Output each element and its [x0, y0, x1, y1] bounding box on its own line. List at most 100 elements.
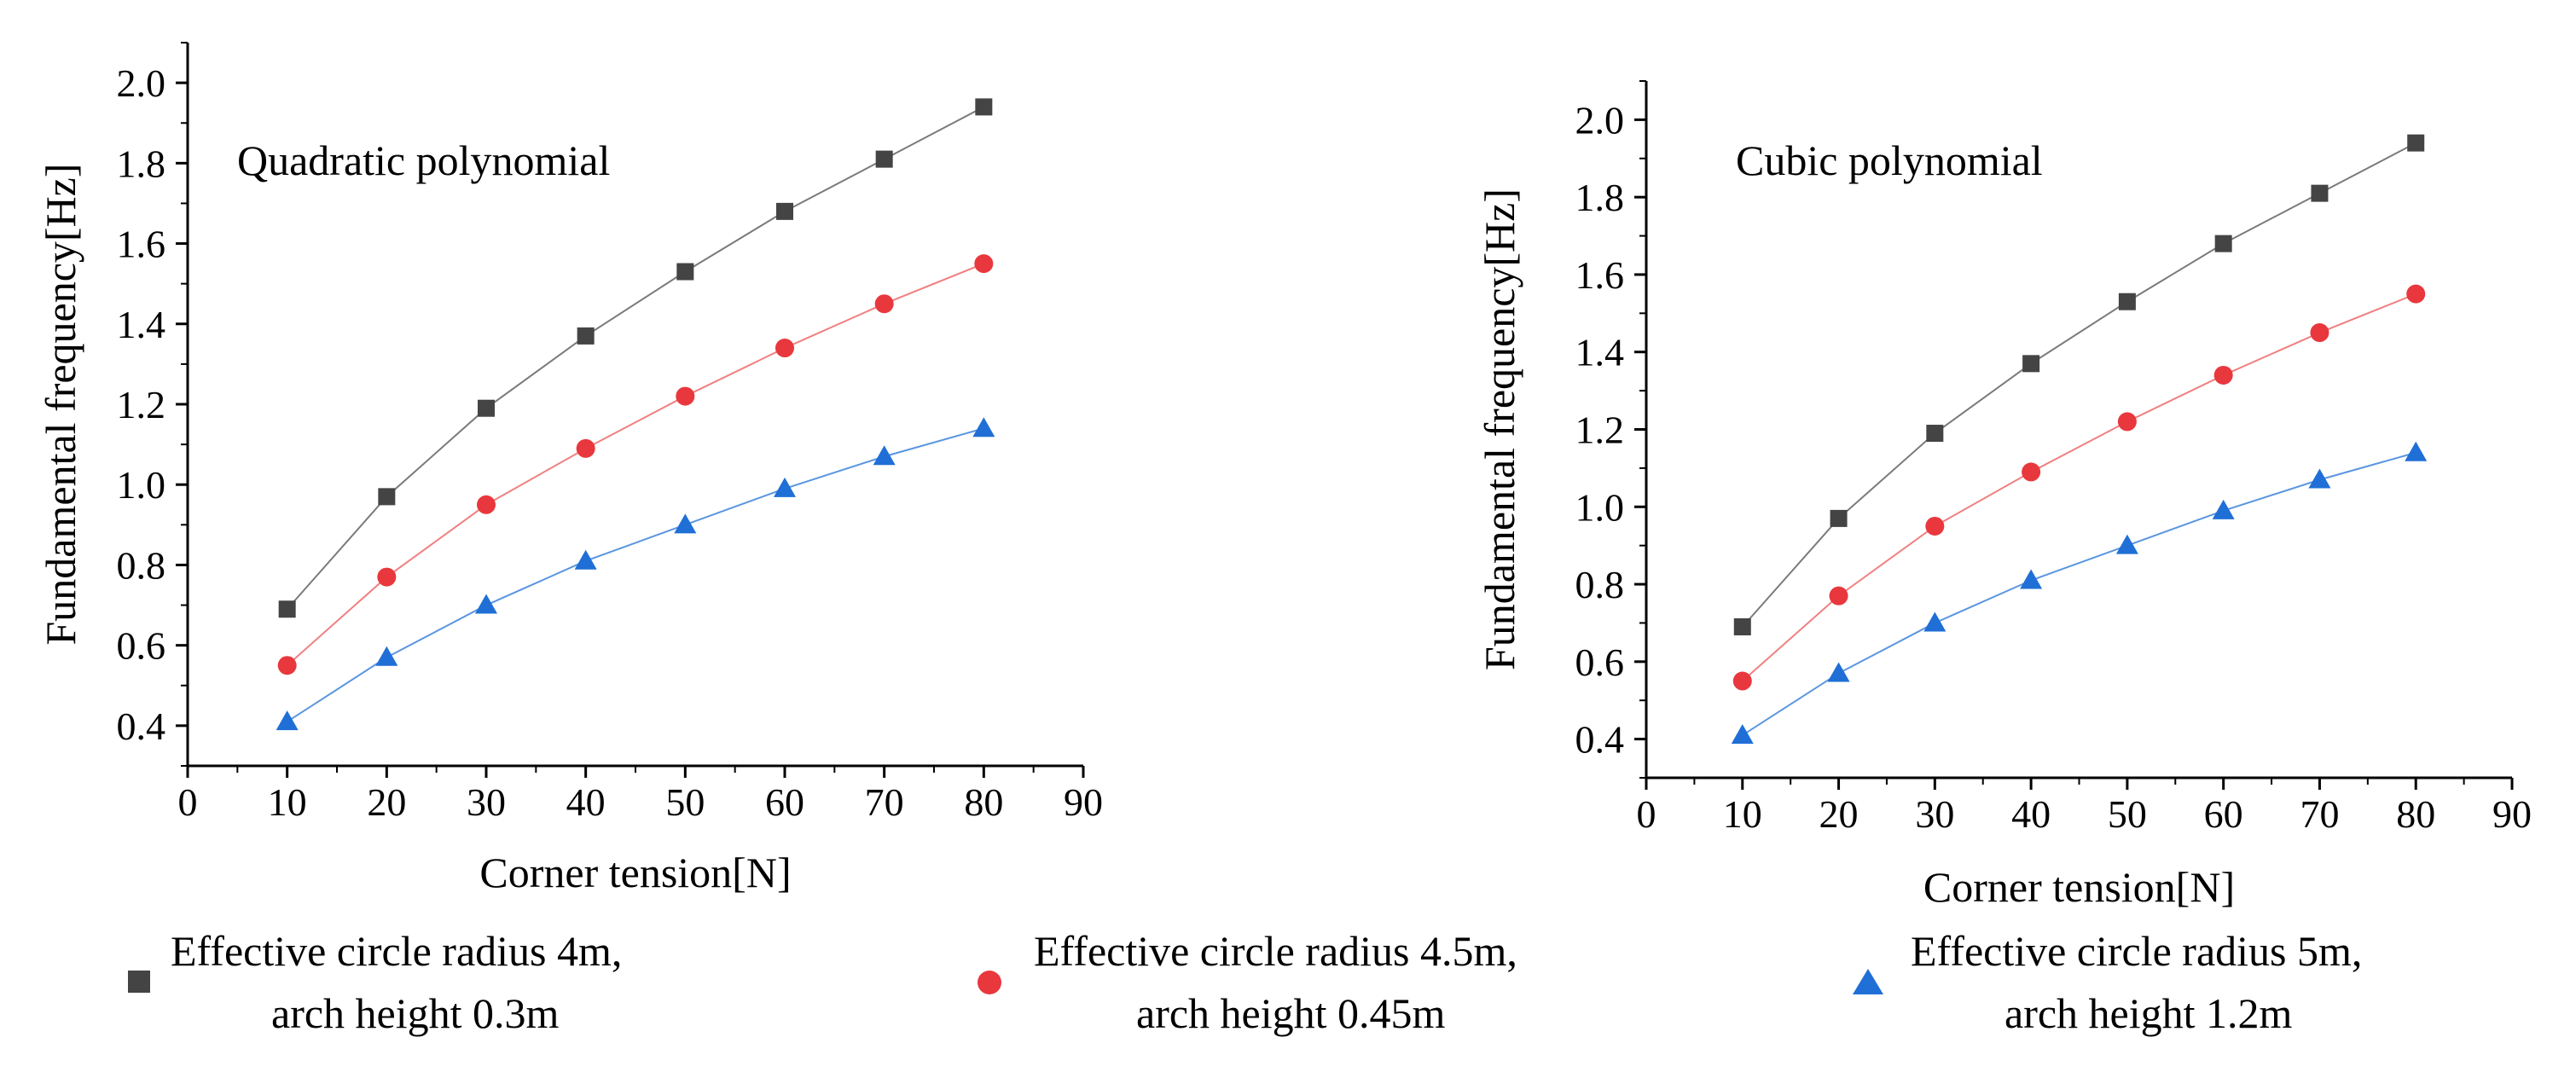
y-tick-label: 1.8 — [1575, 176, 1625, 219]
x-tick-label: 40 — [566, 780, 606, 824]
data-point-triangle — [1827, 662, 1850, 682]
data-point-circle — [1732, 671, 1752, 691]
data-point-circle — [377, 567, 397, 587]
data-point-square — [278, 600, 296, 618]
data-point-square — [2214, 235, 2232, 252]
series-line — [287, 263, 984, 666]
data-point-square — [975, 98, 993, 116]
y-tick-label: 1.0 — [1575, 485, 1625, 529]
y-tick-label: 1.6 — [117, 223, 166, 266]
data-point-circle — [2406, 284, 2426, 304]
data-point-square — [2022, 355, 2040, 373]
legend-square-marker — [128, 971, 150, 993]
x-tick-label: 90 — [2492, 792, 2532, 836]
x-tick-label: 10 — [1723, 792, 1762, 836]
data-point-circle — [477, 495, 496, 514]
data-point-square — [2311, 184, 2329, 202]
x-tick-label: 50 — [665, 780, 705, 824]
panel-title: Quadratic polynomial — [237, 136, 610, 184]
data-point-square — [378, 488, 396, 506]
y-tick-label: 0.6 — [117, 624, 166, 668]
y-axis-title: Fundamental frequency[Hz] — [37, 163, 84, 645]
data-point-triangle — [774, 477, 796, 497]
x-axis-title: Corner tension[N] — [479, 849, 791, 896]
data-point-triangle — [2115, 534, 2138, 554]
x-tick-label: 50 — [2108, 792, 2147, 836]
x-tick-label: 70 — [865, 780, 904, 824]
data-point-square — [2118, 293, 2136, 310]
data-point-triangle — [1923, 611, 1947, 632]
data-point-triangle — [276, 710, 299, 731]
data-point-circle — [2213, 365, 2233, 385]
chart-panel-quadratic: 0 10 20 30 40 50 60 70 80 90 0.4 0.6 0.8 1.0 1.2 1.4 1.6… — [37, 42, 1103, 896]
x-tick-label: 20 — [1819, 792, 1859, 836]
data-point-triangle — [375, 646, 398, 666]
x-tick-label: 60 — [2204, 792, 2243, 836]
x-tick-label: 30 — [1915, 792, 1954, 836]
data-point-circle — [676, 386, 695, 406]
panel-title: Cubic polynomial — [1736, 136, 2043, 184]
data-point-circle — [1829, 586, 1848, 606]
data-point-square — [776, 202, 793, 220]
x-tick-label: 0 — [178, 780, 198, 824]
data-point-circle — [2117, 412, 2137, 432]
data-point-circle — [775, 339, 794, 358]
series-line — [1742, 293, 2416, 682]
data-point-triangle — [1731, 724, 1754, 745]
x-tick-label: 70 — [2300, 792, 2339, 836]
series-line — [1742, 451, 2416, 736]
y-tick-label: 2.0 — [117, 61, 166, 105]
data-point-triangle — [2308, 468, 2331, 489]
x-tick-label: 80 — [964, 780, 1003, 824]
data-point-circle — [2310, 323, 2329, 343]
data-point-square — [676, 263, 694, 281]
x-tick-label: 60 — [765, 780, 804, 824]
legend-item-radius-4m: Effective circle radius 4m, arch height … — [128, 927, 622, 1037]
data-point-triangle — [475, 594, 497, 614]
data-point-square — [875, 150, 893, 168]
y-tick-label: 1.4 — [117, 303, 166, 346]
y-axis-title: Fundamental frequency[Hz] — [1476, 188, 1523, 670]
y-tick-label: 2.0 — [1575, 98, 1625, 142]
x-tick-label: 80 — [2396, 792, 2435, 836]
data-point-triangle — [873, 445, 896, 466]
data-point-square — [2407, 134, 2425, 152]
data-point-circle — [576, 438, 595, 458]
data-point-triangle — [972, 417, 995, 438]
legend-label-line2: arch height 0.45m — [1136, 989, 1446, 1037]
series-line — [1742, 142, 2416, 628]
data-point-triangle — [2020, 569, 2043, 589]
series-line — [286, 106, 984, 610]
data-point-circle — [277, 656, 297, 675]
y-tick-label: 1.6 — [1575, 253, 1625, 297]
legend-label-line1: Effective circle radius 5m, — [1911, 927, 2362, 975]
legend-label-line2: arch height 1.2m — [2005, 989, 2293, 1037]
y-tick-label: 0.6 — [1575, 640, 1625, 684]
legend-circle-marker — [978, 971, 1001, 994]
y-tick-label: 0.4 — [117, 704, 166, 748]
y-tick-label: 1.0 — [117, 463, 166, 507]
legend-label-line1: Effective circle radius 4.5m, — [1034, 927, 1517, 975]
data-point-square — [1830, 509, 1848, 527]
x-tick-label: 20 — [367, 780, 406, 824]
data-point-circle — [2022, 462, 2041, 482]
data-point-circle — [874, 294, 894, 314]
data-point-circle — [1925, 516, 1945, 536]
x-tick-label: 90 — [1064, 780, 1103, 824]
x-tick-label: 0 — [1637, 792, 1656, 836]
y-tick-label: 0.4 — [1575, 718, 1625, 762]
data-point-circle — [974, 254, 994, 274]
data-point-square — [1926, 425, 1944, 443]
data-point-triangle — [2212, 499, 2235, 519]
y-tick-label: 1.8 — [117, 142, 166, 185]
series-line — [287, 427, 984, 723]
data-point-square — [478, 399, 495, 417]
x-tick-label: 30 — [467, 780, 506, 824]
data-point-square — [577, 327, 595, 345]
y-tick-label: 0.8 — [1575, 563, 1625, 606]
x-axis-title: Corner tension[N] — [1923, 863, 2235, 911]
x-tick-label: 40 — [2011, 792, 2051, 836]
y-tick-label: 1.2 — [1575, 409, 1625, 452]
x-tick-label: 10 — [268, 780, 307, 824]
